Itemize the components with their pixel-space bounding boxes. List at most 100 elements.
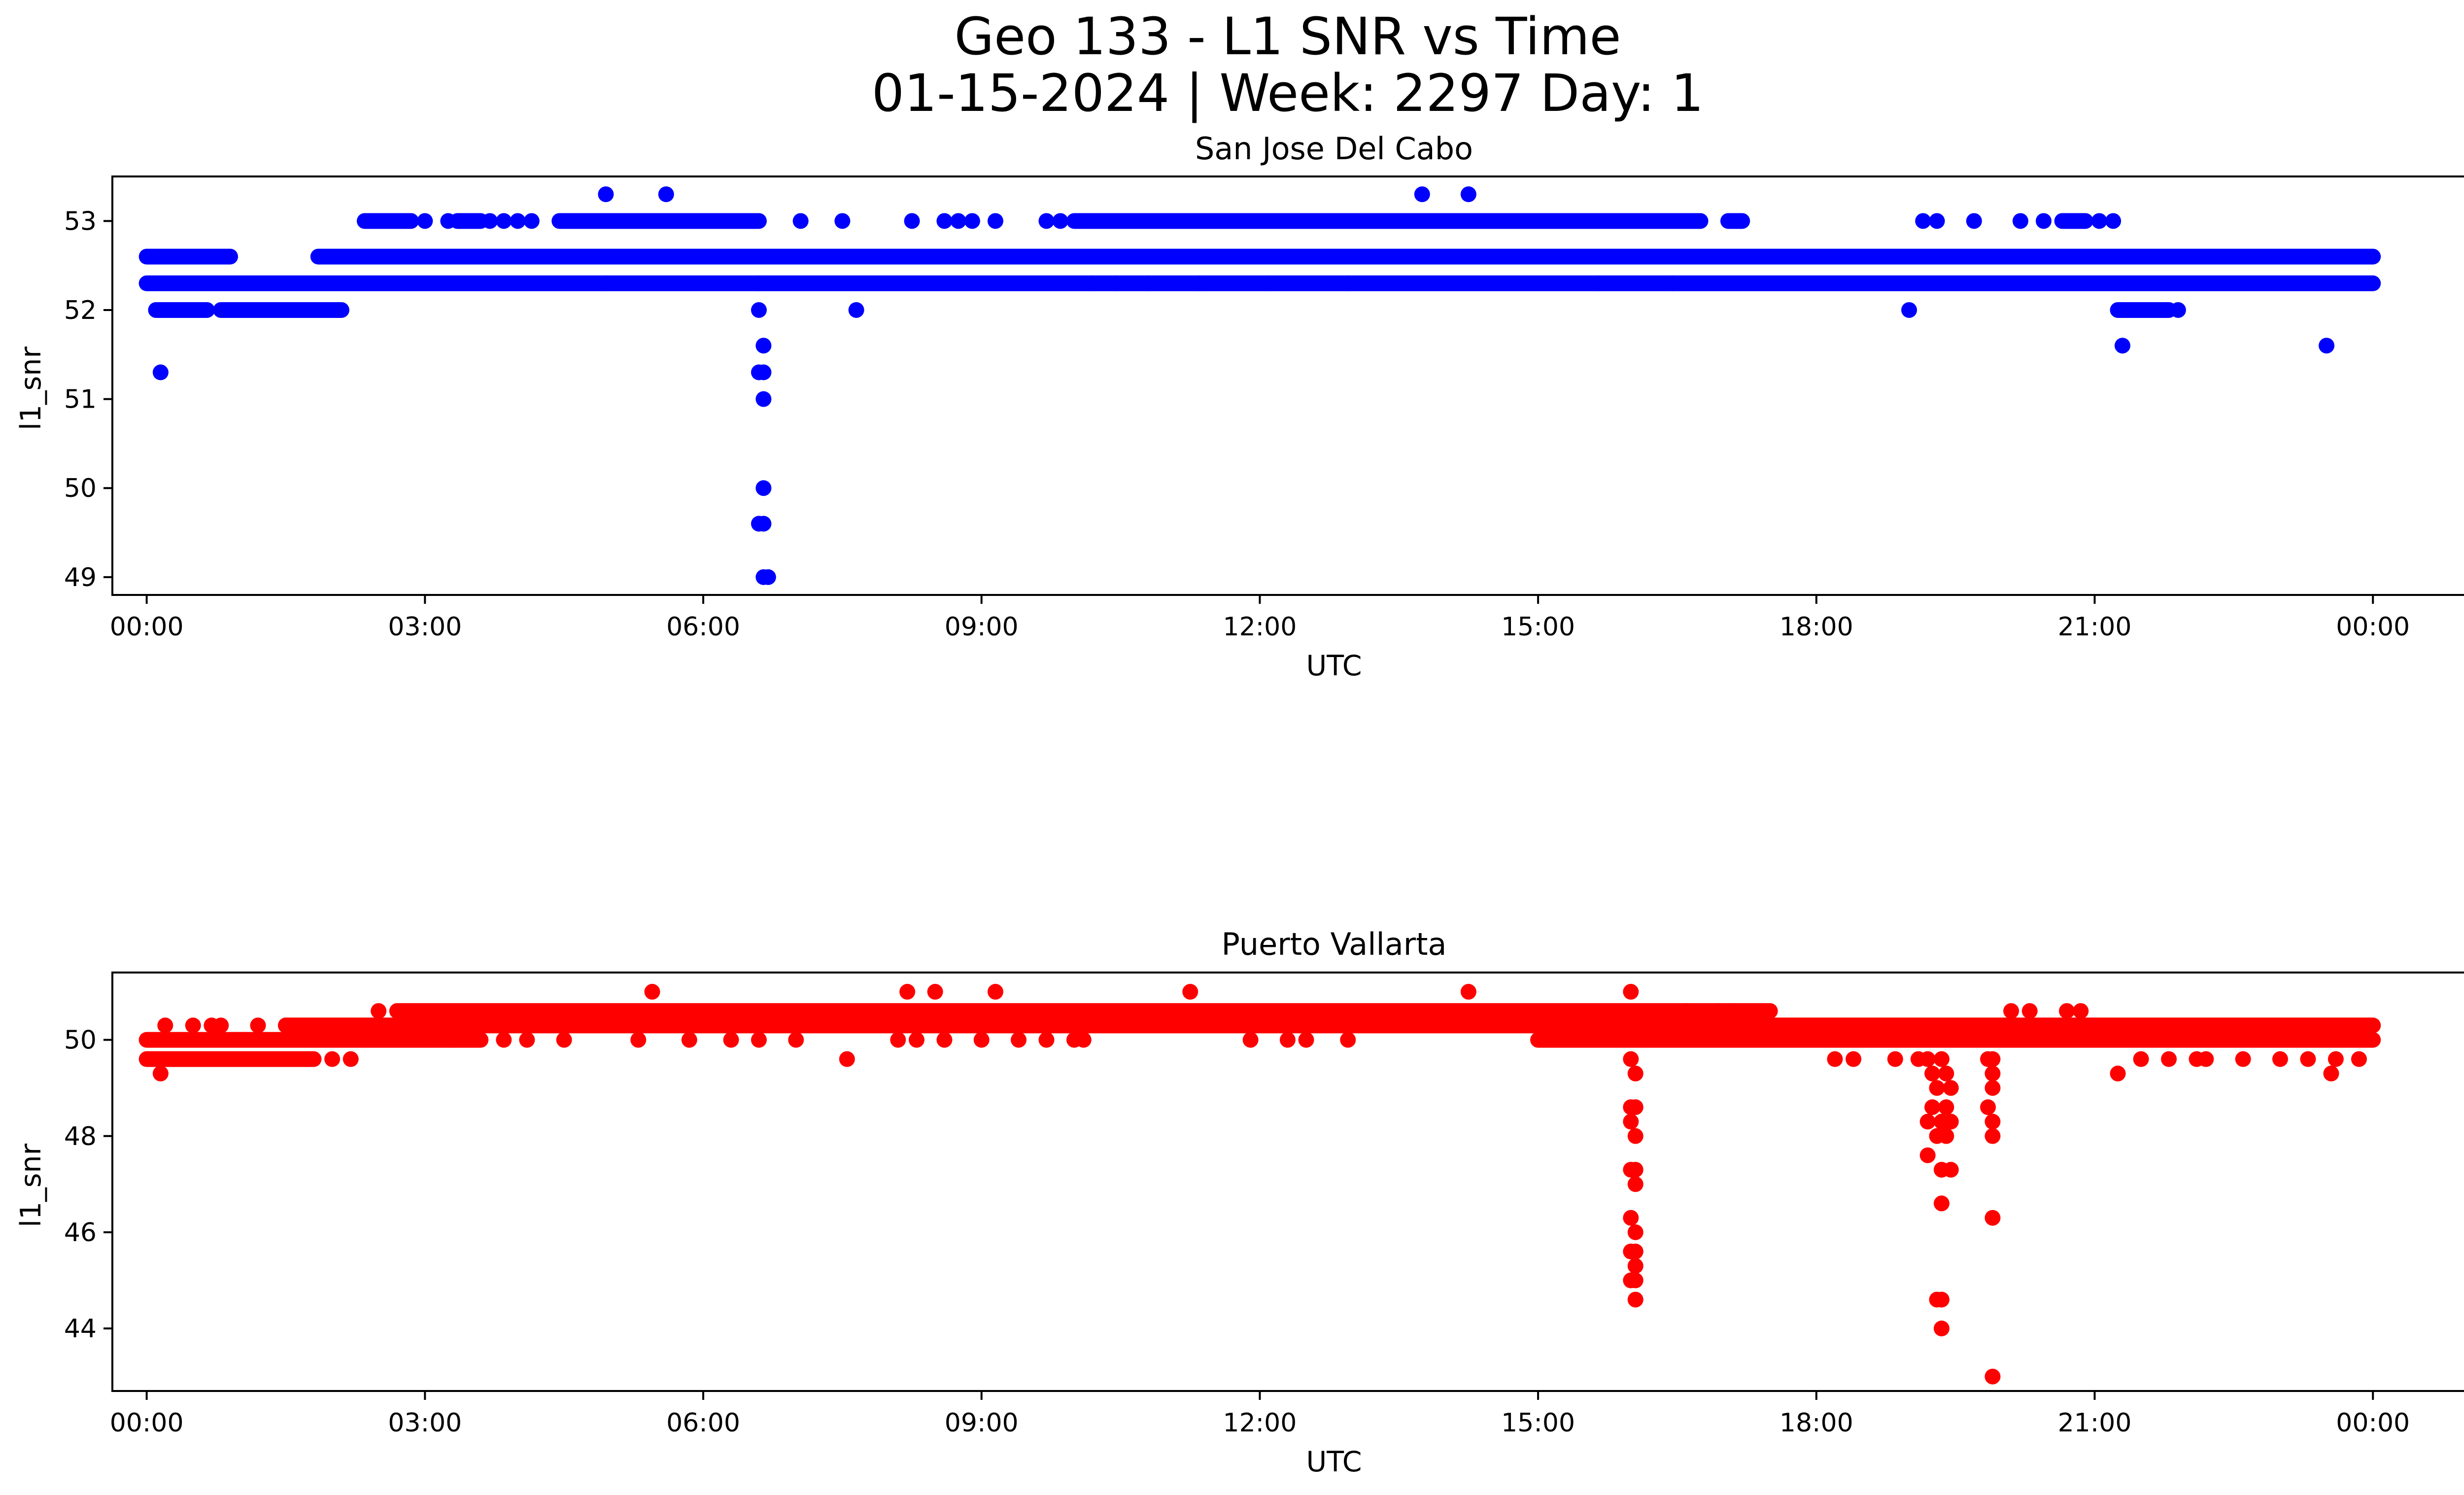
data-point [1827,1051,1843,1067]
data-point [2133,1051,2149,1067]
data-band [449,213,489,229]
data-point [1279,1032,1296,1048]
data-point [1929,213,1945,229]
data-point [1627,1176,1643,1192]
data-band [389,1003,1778,1019]
data-point [2170,302,2186,318]
data-point [904,213,920,229]
data-point [2360,1017,2376,1034]
data-point [440,213,456,229]
data-point [755,480,772,496]
x-tick-label: 09:00 [945,1408,1019,1438]
data-point [1943,1162,1959,1178]
data-point [1627,1224,1643,1240]
data-point [1933,1195,1950,1212]
data-point [185,1017,201,1034]
data-point [1915,213,1931,229]
data-point [1919,1113,1936,1130]
data-point [2110,1065,2126,1081]
data-point [598,275,614,291]
data-point [1966,213,1982,229]
data-point [1623,1113,1639,1130]
data-point [1678,1003,1695,1019]
y-tick-label: 53 [64,207,97,236]
figure-title-line2: 01-15-2024 | Week: 2297 Day: 1 [872,63,1704,123]
x-tick-label: 00:00 [2336,612,2410,642]
data-point [1414,186,1430,203]
y-axis-label: l1_snr [15,347,47,430]
data-point [1924,1065,1941,1081]
panel-puerto-vallarta: Puerto Vallarta UTC l1_snr 00:00 03:00 06:… [15,926,2464,1478]
data-point [1985,1368,2001,1385]
data-point [1623,1051,1639,1067]
data-band [138,248,239,265]
data-point [2272,1051,2288,1067]
data-point [899,984,916,1000]
data-point [1627,1272,1643,1288]
y-tick-label: 48 [64,1122,97,1151]
data-point [2105,213,2122,229]
data-band [2110,302,2177,318]
figure-title-line1: Geo 133 - L1 SNR vs Time [954,6,1621,67]
data-point [2073,1003,2089,1019]
data-point [1182,984,1198,1000]
data-point [751,1032,767,1048]
data-point [755,391,772,407]
data-point [2319,338,2335,354]
data-point [1919,1051,1936,1067]
data-point [1623,984,1639,1000]
panel-san-jose-del-cabo: San Jose Del Cabo UTC l1_snr 00:00 03:00 0… [15,131,2464,682]
data-point [1985,1051,2001,1067]
x-tick-label: 03:00 [388,1408,462,1438]
data-point [1140,275,1157,291]
data-point [1627,1099,1643,1115]
plot-area-frame [111,175,2464,596]
data-point [1242,1032,1259,1048]
data-band [356,213,419,229]
data-point [1261,275,1277,291]
data-point [342,1051,359,1067]
x-tick-label: 12:00 [1223,1408,1297,1438]
data-point [950,213,966,229]
y-tick-label: 49 [64,563,97,592]
data-point [482,213,498,229]
data-point [2012,213,2028,229]
data-point [519,1032,535,1048]
data-point [1340,1032,1356,1048]
panel-title: Puerto Vallarta [1221,926,1446,962]
data-point [250,1017,266,1034]
x-axis-label: UTC [1306,650,1362,682]
data-point [890,1032,906,1048]
data-point [496,1032,512,1048]
y-tick-label: 52 [64,296,97,325]
data-point [792,213,809,229]
data-point [445,1032,461,1048]
data-point [760,569,776,585]
data-point [834,213,851,229]
x-tick-label: 00:00 [110,1408,184,1438]
data-point [2198,1051,2214,1067]
x-tick-label: 18:00 [1780,1408,1853,1438]
data-point [723,1032,739,1048]
data-point [1725,1003,1741,1019]
data-point [2021,1003,2038,1019]
data-point [1340,275,1356,291]
data-point [1627,1128,1643,1144]
data-band [138,1032,489,1048]
data-point [936,213,953,229]
data-point [1887,1051,1903,1067]
data-band [138,275,2381,291]
data-point [598,186,614,203]
data-point [1052,213,1068,229]
data-point [908,1032,924,1048]
data-point [1711,1003,1727,1019]
x-tick-label: 03:00 [388,612,462,642]
data-point [1590,275,1607,291]
data-point [1038,213,1055,229]
data-band [1720,213,1750,229]
data-point [1627,1162,1643,1178]
data-point [1933,1051,1950,1067]
data-point [1085,275,1101,291]
data-point [936,1032,953,1048]
data-point [1665,275,1681,291]
